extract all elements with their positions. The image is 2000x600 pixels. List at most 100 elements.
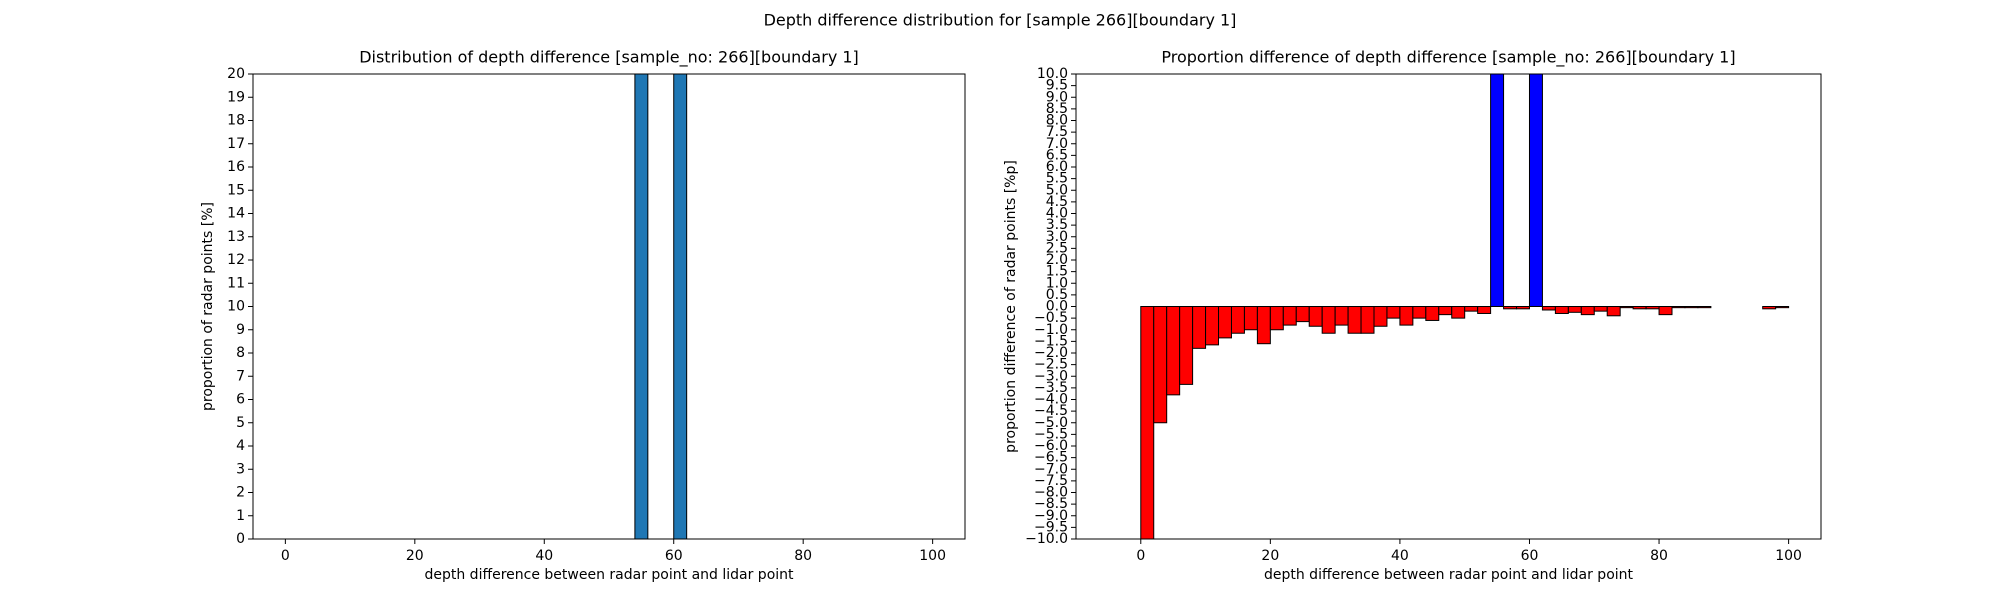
bar	[634, 74, 649, 539]
bar	[1658, 306, 1673, 316]
y-tick-label: 1.0	[1046, 275, 1068, 291]
y-tick-label: −2.5	[1034, 357, 1068, 373]
bar	[1697, 306, 1712, 309]
x-tick-label: 40	[1391, 548, 1409, 564]
y-tick-label: −3.5	[1034, 380, 1068, 396]
y-tick-label: −7.0	[1034, 461, 1068, 477]
y-tick-label: 9.5	[1046, 78, 1068, 94]
x-tick-label: 60	[665, 548, 683, 564]
bar	[1230, 306, 1245, 334]
y-tick-label: 10.0	[1037, 66, 1068, 82]
bar	[1399, 306, 1414, 326]
y-tick-label: 8.5	[1046, 101, 1068, 117]
y-tick-label: −0.5	[1034, 310, 1068, 326]
bar	[1593, 306, 1608, 312]
y-tick-label: 5	[236, 415, 245, 431]
bar	[1490, 74, 1505, 307]
bar	[1606, 306, 1621, 317]
y-tick-label: −4.5	[1034, 403, 1068, 419]
bar	[1503, 306, 1518, 310]
y-tick-label: 6.0	[1046, 159, 1068, 175]
y-tick-label: 12	[227, 252, 245, 268]
bar	[1269, 306, 1284, 331]
bar	[1386, 306, 1401, 319]
x-tick-label: 60	[1521, 548, 1539, 564]
y-tick-label: 4	[236, 438, 245, 454]
bar	[673, 74, 688, 539]
y-tick-label: −8.5	[1034, 496, 1068, 512]
y-tick-label: 14	[227, 206, 245, 222]
y-tick-label: 1	[236, 508, 245, 524]
x-tick-label: 20	[406, 548, 424, 564]
y-tick-label: 7.0	[1046, 136, 1068, 152]
y-tick-label: 0	[236, 531, 245, 547]
y-tick-label: −6.0	[1034, 438, 1068, 454]
y-tick-label: 17	[227, 136, 245, 152]
bar	[1140, 306, 1155, 539]
bar	[1192, 306, 1207, 349]
y-tick-label: −6.5	[1034, 450, 1068, 466]
y-tick-label: 4.5	[1046, 194, 1068, 210]
bar	[1438, 306, 1453, 316]
bar	[1541, 306, 1556, 311]
bar	[1477, 306, 1492, 314]
y-tick-label: 3.5	[1046, 217, 1068, 233]
y-tick-label: 7.5	[1046, 124, 1068, 140]
y-tick-label: 6	[236, 392, 245, 408]
bar	[1412, 306, 1427, 319]
y-tick-label: 8.0	[1046, 113, 1068, 129]
y-tick-label: −1.0	[1034, 322, 1068, 338]
y-tick-label: −9.0	[1034, 508, 1068, 524]
x-axis-label: depth difference between radar point and…	[424, 567, 794, 583]
x-axis-label: depth difference between radar point and…	[1264, 567, 1634, 583]
bar	[1425, 306, 1440, 321]
y-tick-label: −2.0	[1034, 345, 1068, 361]
bar	[1619, 306, 1634, 309]
y-tick-label: −3.0	[1034, 368, 1068, 384]
y-tick-label: 3	[236, 461, 245, 477]
y-tick-label: 15	[227, 182, 245, 198]
bar	[1632, 306, 1647, 310]
y-axis-label: proportion difference of radar points [%…	[1003, 160, 1019, 453]
x-tick-label: 80	[794, 548, 812, 564]
bar	[1645, 306, 1660, 310]
bar	[1205, 306, 1220, 346]
y-tick-label: 16	[227, 159, 245, 175]
figure-title: Depth difference distribution for [sampl…	[764, 11, 1237, 30]
y-axis-label: proportion of radar points [%]	[200, 202, 216, 411]
x-tick-label: 0	[281, 548, 290, 564]
y-tick-label: 4.0	[1046, 206, 1068, 222]
bar	[1451, 306, 1466, 319]
bar	[1243, 306, 1258, 331]
y-tick-label: −4.0	[1034, 392, 1068, 408]
y-tick-label: 2.0	[1046, 252, 1068, 268]
x-tick-label: 20	[1261, 548, 1279, 564]
y-tick-label: 6.5	[1046, 147, 1068, 163]
y-tick-label: 19	[227, 89, 245, 105]
y-tick-label: 9.0	[1046, 89, 1068, 105]
plot-area	[1140, 74, 1790, 539]
bar	[1554, 306, 1569, 314]
x-tick-label: 100	[1775, 548, 1802, 564]
y-tick-label: 13	[227, 229, 245, 245]
bar	[1218, 306, 1232, 339]
bar	[1308, 306, 1323, 327]
bar	[1295, 306, 1310, 323]
bar	[1775, 306, 1790, 309]
y-tick-label: 0.5	[1046, 287, 1068, 303]
bar	[1256, 306, 1271, 345]
bar	[1179, 306, 1194, 385]
x-tick-label: 40	[535, 548, 553, 564]
bar	[1528, 74, 1543, 307]
y-tick-label: 1.5	[1046, 264, 1068, 280]
bar	[1671, 306, 1686, 309]
bar	[1567, 306, 1582, 313]
bar	[1684, 306, 1699, 309]
y-tick-label: 10	[227, 299, 245, 315]
y-tick-label: 18	[227, 113, 245, 129]
bar	[1153, 306, 1168, 424]
y-tick-label: −10.0	[1025, 531, 1068, 547]
bar	[1516, 306, 1530, 310]
